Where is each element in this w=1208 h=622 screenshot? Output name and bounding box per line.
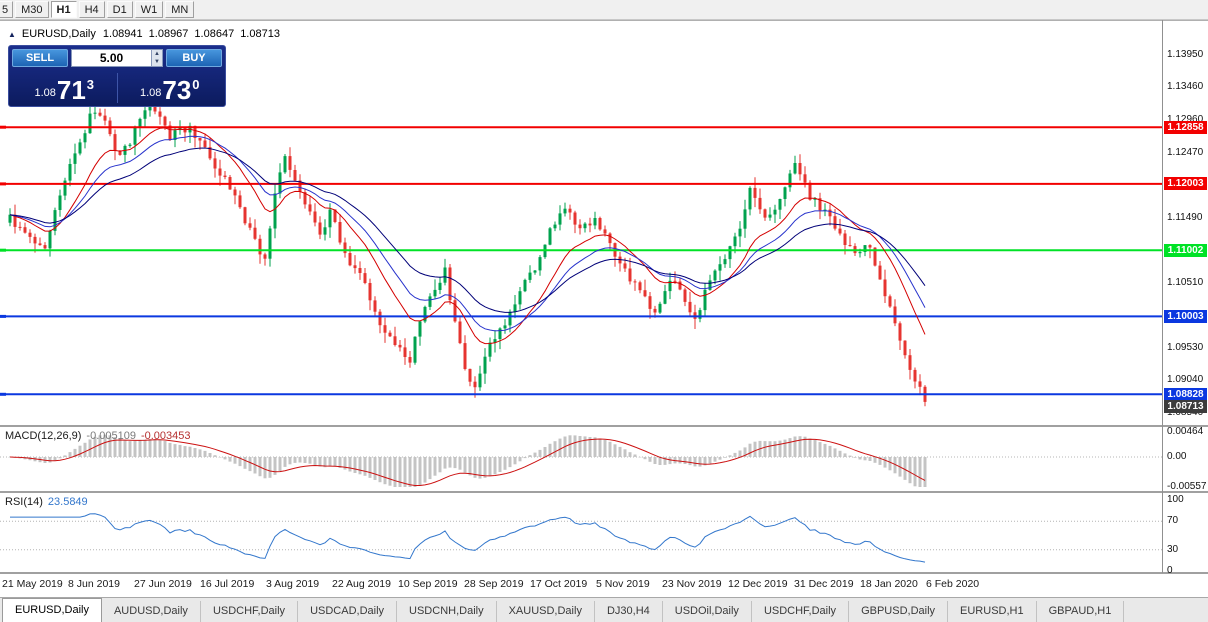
chart-area[interactable]: MACD(12,26,9) -0.005109 -0.003453 RSI(14) 2… [0,20,1208,597]
ohlc-close: 1.08713 [240,28,280,40]
chart-tab-bar: EURUSD,Daily AUDUSD,Daily USDCHF,Daily USDC… [0,597,1208,622]
sell-price-display[interactable]: 1.08 71 3 [12,77,117,106]
buy-price-pip: 0 [192,77,200,92]
line-left-marker [0,248,6,252]
timeframe-button-mn[interactable]: MN [165,1,195,18]
line-left-marker [0,125,6,129]
ma-34-line [9,147,926,313]
macd-histogram [8,434,927,487]
chart-tab-usdcad-daily[interactable]: USDCAD,Daily [298,601,398,622]
chart-canvas[interactable] [0,20,1208,597]
chart-tab-gbpaud-h1[interactable]: GBPAUD,H1 [1037,601,1125,622]
buy-price-display[interactable]: 1.08 73 0 [118,77,223,106]
panel-splitter[interactable] [0,491,1208,493]
timeframe-button-5[interactable]: 5 [0,1,14,18]
panel-splitter [0,572,1208,574]
sell-price-big: 71 [56,75,86,105]
ohlc-high: 1.08967 [148,28,189,40]
ma-13-line [9,127,926,345]
price-axis[interactable] [1163,20,1208,573]
volume-decrease-icon[interactable]: ▼ [151,58,162,66]
chart-tab-xauusd-daily[interactable]: XAUUSD,Daily [497,601,595,622]
sell-price-pip: 3 [86,77,95,92]
rsi-line [10,513,926,563]
ohlc-open: 1.08941 [102,28,143,40]
timeframe-button-w1[interactable]: W1 [134,1,164,18]
timeframe-toolbar: 5 M30 H1 H4 D1 W1 MN [0,0,1208,20]
panel-splitter[interactable] [0,425,1208,427]
sell-button[interactable]: SELL [12,49,68,67]
line-left-marker [0,392,6,396]
macd-signal-line [9,438,926,486]
volume-value[interactable]: 5.00 [99,51,124,65]
chart-tab-eurusd-daily[interactable]: EURUSD,Daily [2,598,102,622]
timeframe-button-h1[interactable]: H1 [50,1,77,18]
volume-spinner: ▲ ▼ [151,50,162,66]
chart-tab-usdchf-daily[interactable]: USDCHF,Daily [752,601,850,622]
price-divider [116,73,118,103]
chart-tab-usdchf-daily[interactable]: USDCHF,Daily [201,601,299,622]
ma-21-line [9,135,926,332]
ohlc-low: 1.08647 [194,28,235,40]
sell-price-prefix: 1.08 [34,87,56,99]
chart-tab-eurusd-h1[interactable]: EURUSD,H1 [948,601,1037,622]
timeframe-button-h4[interactable]: H4 [78,1,105,18]
chart-info-bar: ▲ EURUSD,Daily 1.08941 1.08967 1.08647 1… [8,28,280,40]
one-click-trading-panel: SELL 5.00 ▲ ▼ BUY 1.08 71 3 1.08 73 0 [8,45,226,107]
buy-button[interactable]: BUY [166,49,222,67]
timeframe-button-d1[interactable]: D1 [106,1,133,18]
chart-tab-usdoil-daily[interactable]: USDOil,Daily [663,601,752,622]
buy-price-big: 73 [162,75,192,105]
line-left-marker [0,182,6,186]
trade-panel-collapse-icon[interactable]: ▲ [8,29,16,39]
timeframe-button-m30[interactable]: M30 [15,1,49,18]
chart-tab-usdcnh-daily[interactable]: USDCNH,Daily [397,601,497,622]
candles [8,101,927,407]
chart-symbol-label: EURUSD,Daily [21,28,96,40]
chart-tab-gbpusd-daily[interactable]: GBPUSD,Daily [849,601,949,622]
volume-field[interactable]: 5.00 ▲ ▼ [71,49,163,67]
volume-increase-icon[interactable]: ▲ [151,50,162,58]
chart-tab-audusd-daily[interactable]: AUDUSD,Daily [102,601,201,622]
chart-tab-dj30-h4[interactable]: DJ30,H4 [595,601,663,622]
buy-price-prefix: 1.08 [139,87,162,99]
line-left-marker [0,314,6,318]
